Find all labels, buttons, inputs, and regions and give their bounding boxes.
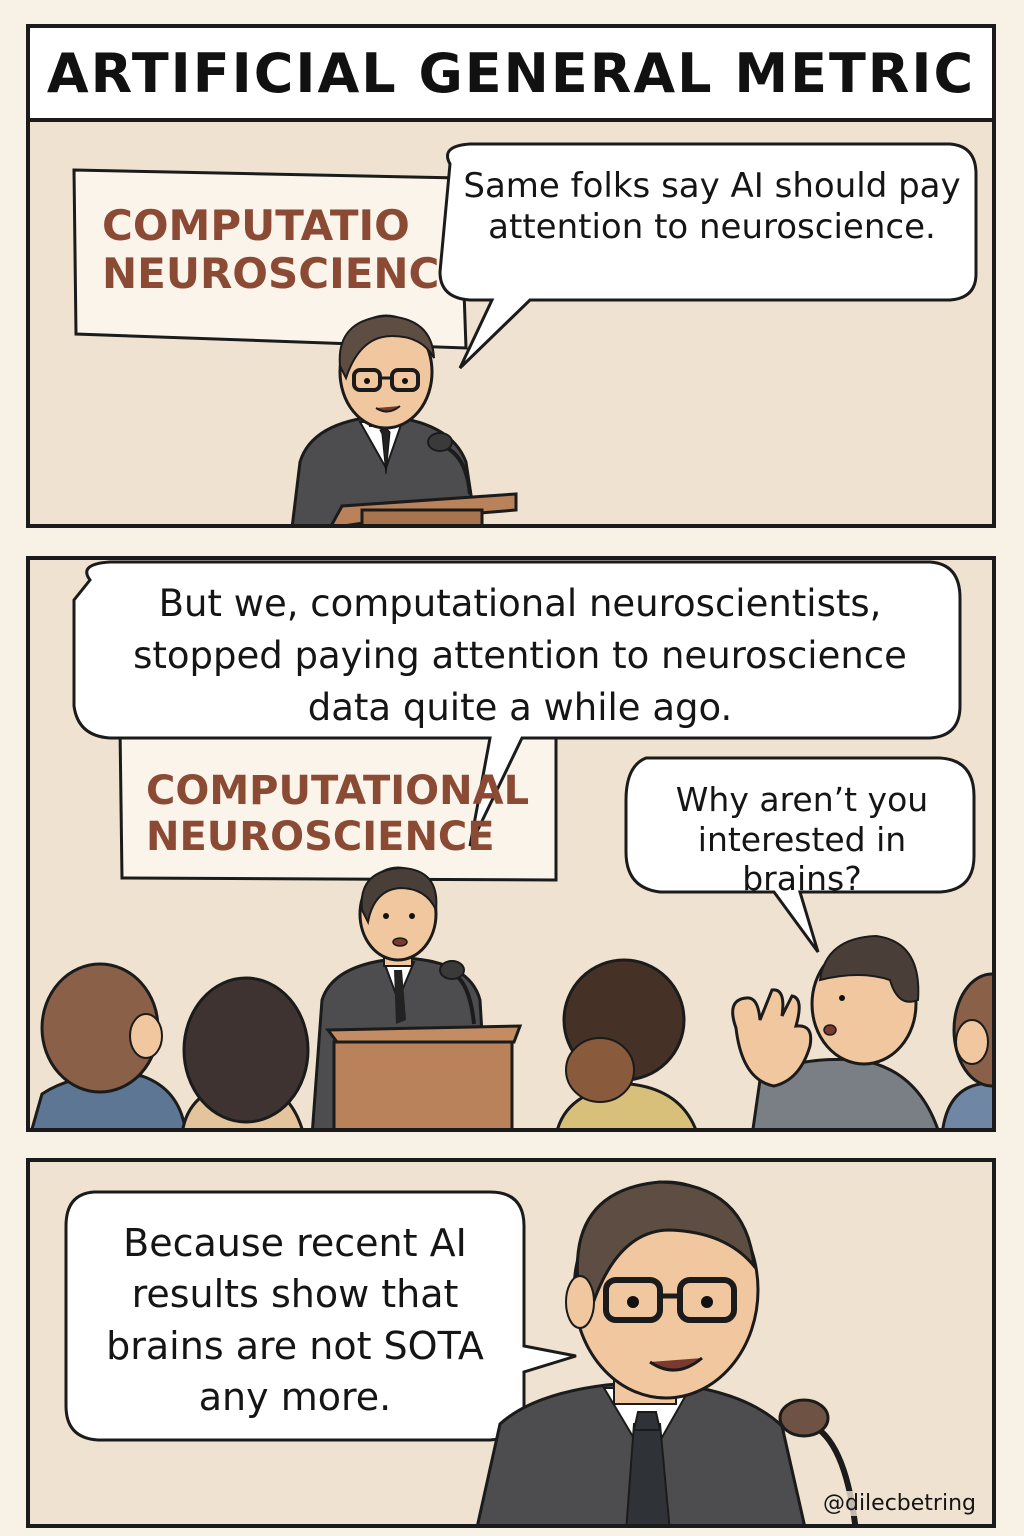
- podium: [325, 1024, 523, 1128]
- audience-member-5: [941, 972, 992, 1128]
- audience-member-4-raising-hand: [731, 934, 939, 1128]
- audience-speech-bubble-text: Why aren’t you interested in brains?: [675, 780, 929, 899]
- panel-1-illustration: [72, 142, 978, 524]
- conference-sign: [72, 168, 468, 350]
- speaker-figure-closeup: [476, 1180, 806, 1524]
- audience-member-2: [181, 976, 310, 1128]
- comic-title: ARTIFICIAL GENERAL METRIC: [46, 41, 976, 105]
- sign-text: COMPUTATIO NEUROSCIENC: [102, 202, 440, 299]
- panel-1: COMPUTATIO NEUROSCIENC Same folks say AI…: [26, 122, 996, 528]
- artist-credit: @dilecbetring: [818, 1491, 980, 1516]
- audience-speech-bubble: [624, 756, 976, 953]
- speech-bubble-text: Because recent AI results show that brai…: [106, 1221, 484, 1419]
- comic-title-box: ARTIFICIAL GENERAL METRIC: [26, 24, 996, 122]
- audience-member-1: [30, 962, 187, 1128]
- panel-3-illustration: [64, 1180, 859, 1524]
- panel-3: Because recent AI results show that brai…: [26, 1158, 996, 1528]
- panel-2-illustration: [30, 560, 992, 1128]
- speech-bubble: [64, 1190, 577, 1442]
- audience-member-3: [556, 958, 697, 1128]
- speech-bubble: [438, 142, 978, 370]
- speech-bubble-text: Same folks say AI should pay attention t…: [463, 166, 961, 247]
- microphone: [439, 960, 476, 1025]
- sign-text: COMPUTATIONAL NEUROSCIENCE: [146, 768, 530, 860]
- speaker-speech-bubble: [72, 560, 962, 847]
- panel-2: COMPUTATIONAL NEUROSCIENCE But we, compu…: [26, 556, 996, 1132]
- microphone: [427, 432, 472, 495]
- podium: [330, 492, 518, 524]
- speaker-speech-bubble-text: But we, computational neuroscientists, s…: [133, 582, 907, 729]
